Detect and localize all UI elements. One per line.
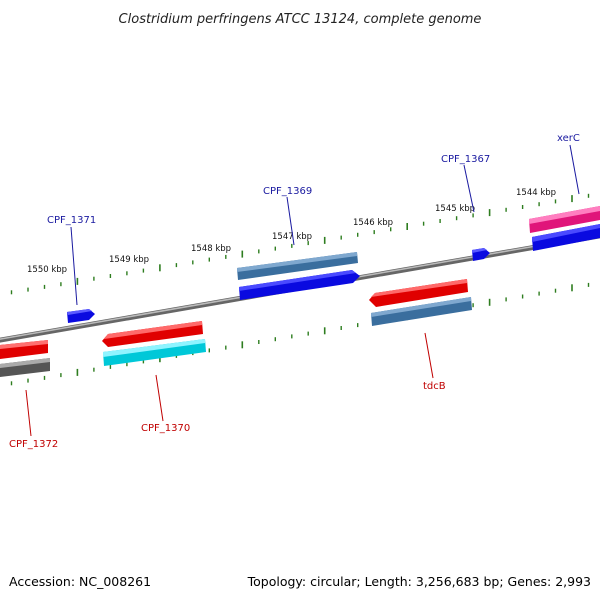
- leader-cpf1367: [463, 164, 475, 213]
- gene-label-cpf1370: CPF_1370: [141, 423, 190, 434]
- leader-cpf1370: [155, 374, 164, 422]
- map-title: Clostridium perfringens ATCC 13124, comp…: [119, 12, 482, 27]
- gene-feature-cpf1367[interactable]: [472, 248, 490, 261]
- scale-label-1546: 1546 kbp: [353, 218, 393, 228]
- gene-feature-cpf1372-lower[interactable]: [0, 358, 50, 377]
- scale-label-1547: 1547 kbp: [272, 232, 312, 242]
- gene-feature-cpf1370-lower[interactable]: [103, 339, 206, 366]
- gene-feature-xerc[interactable]: [532, 224, 600, 251]
- leader-xerc: [569, 144, 580, 195]
- leader-tdcb: [424, 332, 434, 379]
- gene-feature-tdcb[interactable]: [369, 279, 468, 307]
- outer-tick-row: [10, 193, 590, 295]
- gene-feature-cpf1370[interactable]: [102, 321, 203, 347]
- gene-label-cpf1372: CPF_1372: [9, 439, 58, 450]
- gene-label-cpf1367: CPF_1367: [441, 154, 490, 165]
- leader-cpf1369: [286, 196, 295, 246]
- gene-feature-tdcb-lower[interactable]: [371, 297, 472, 326]
- gene-feature-cpf1369[interactable]: [239, 270, 360, 300]
- gene-feature-cpf1372[interactable]: [0, 340, 48, 359]
- scale-label-1545: 1545 kbp: [435, 204, 475, 214]
- scale-label-1548: 1548 kbp: [191, 244, 231, 254]
- gene-label-tdcb: tdcB: [423, 381, 446, 392]
- gene-label-cpf1369: CPF_1369: [263, 186, 312, 197]
- topology-text: Topology: circular; Length: 3,256,683 bp…: [247, 574, 591, 589]
- leader-cpf1371: [70, 226, 78, 306]
- gene-label-xerc: xerC: [557, 133, 580, 144]
- leader-cpf1372: [25, 389, 32, 437]
- gene-label-cpf1371: CPF_1371: [47, 215, 96, 226]
- scale-label-1549: 1549 kbp: [109, 255, 149, 265]
- gene-feature-cpf1371[interactable]: [67, 309, 95, 323]
- scale-label-1550: 1550 kbp: [27, 265, 67, 275]
- accession-text: Accession: NC_008261: [9, 574, 151, 589]
- gene-feature-xerc-upper[interactable]: [529, 206, 600, 233]
- gene-feature-cpf1369-upper[interactable]: [237, 252, 358, 280]
- inner-tick-row: [10, 282, 590, 386]
- scale-label-1544: 1544 kbp: [516, 188, 556, 198]
